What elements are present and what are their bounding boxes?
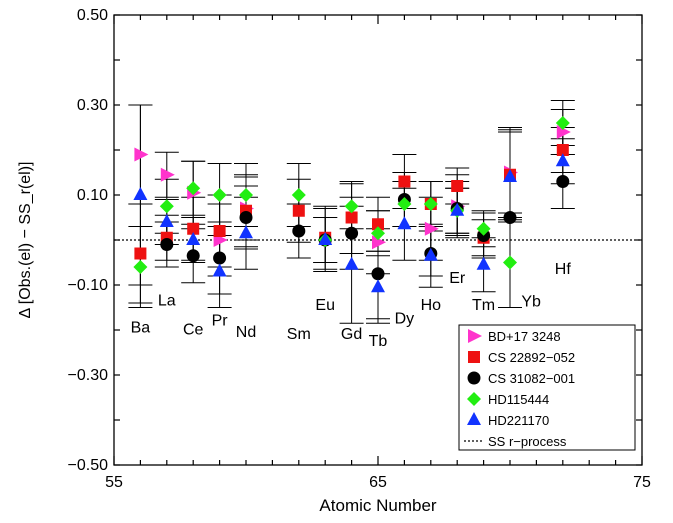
x-tick-label: 65 bbox=[369, 474, 387, 491]
data-point bbox=[344, 199, 359, 214]
legend-label: BD+17 3248 bbox=[488, 329, 561, 344]
data-point bbox=[503, 211, 517, 224]
data-point bbox=[133, 187, 148, 200]
data-point bbox=[371, 279, 385, 293]
element-label: Hf bbox=[555, 261, 572, 278]
data-point bbox=[239, 188, 253, 202]
x-tick-label: 55 bbox=[105, 474, 123, 491]
y-axis-label: Δ [Obs.(el) − SS_r(el)] bbox=[17, 162, 34, 319]
data-point bbox=[134, 147, 149, 162]
data-point bbox=[555, 153, 570, 167]
element-label: Tm bbox=[472, 297, 495, 314]
y-tick-label: 0.30 bbox=[77, 97, 108, 114]
data-point bbox=[187, 222, 200, 235]
legend-marker bbox=[467, 412, 481, 425]
data-point bbox=[556, 125, 571, 139]
element-label: La bbox=[158, 292, 176, 309]
data-point bbox=[345, 226, 359, 240]
legend-label: CS 31082−001 bbox=[488, 371, 575, 386]
data-point bbox=[213, 225, 226, 237]
legend-marker bbox=[468, 329, 482, 343]
data-point bbox=[556, 144, 569, 156]
element-label: Eu bbox=[315, 297, 335, 314]
y-tick-label: −0.50 bbox=[68, 457, 109, 474]
data-point bbox=[476, 256, 491, 270]
data-point bbox=[423, 247, 438, 261]
legend-label: SS r−process bbox=[488, 434, 567, 449]
data-point bbox=[213, 251, 227, 265]
data-point bbox=[372, 235, 386, 250]
legend-label: HD115444 bbox=[488, 392, 549, 407]
data-point bbox=[212, 188, 227, 202]
legend-label: HD221170 bbox=[488, 413, 549, 428]
legend-marker bbox=[467, 392, 481, 406]
data-point bbox=[159, 199, 174, 214]
data-point bbox=[133, 260, 148, 274]
y-tick-label: −0.10 bbox=[68, 277, 109, 294]
data-point bbox=[292, 224, 306, 238]
data-point bbox=[134, 247, 147, 260]
data-point bbox=[397, 216, 412, 230]
element-label: Ho bbox=[421, 297, 442, 314]
data-layer bbox=[128, 100, 575, 324]
data-point bbox=[160, 238, 174, 251]
data-point bbox=[451, 180, 464, 192]
element-label: Ce bbox=[183, 322, 204, 339]
data-point bbox=[186, 181, 201, 196]
data-point bbox=[371, 267, 385, 281]
data-point bbox=[371, 226, 385, 241]
y-tick-label: −0.30 bbox=[68, 367, 109, 384]
element-label: Yb bbox=[521, 294, 541, 311]
legend-marker bbox=[467, 371, 481, 385]
data-point bbox=[450, 202, 465, 216]
data-point bbox=[186, 232, 201, 245]
data-point bbox=[555, 116, 570, 130]
data-point bbox=[476, 221, 491, 236]
element-label: Nd bbox=[236, 324, 256, 341]
data-point bbox=[424, 221, 439, 236]
data-point bbox=[556, 175, 570, 188]
legend-box bbox=[458, 324, 636, 451]
element-label: Gd bbox=[341, 326, 362, 343]
data-point bbox=[239, 225, 253, 239]
data-point bbox=[345, 211, 358, 224]
data-point bbox=[159, 214, 174, 227]
element-label: Sm bbox=[287, 326, 311, 343]
data-point bbox=[398, 175, 411, 188]
legend: BD+17 3248 CS 22892−052 CS 31082−001 HD1154… bbox=[458, 324, 636, 451]
legend-label: CS 22892−052 bbox=[488, 350, 575, 365]
y-tick-label: 0.50 bbox=[77, 7, 108, 24]
data-point bbox=[212, 263, 227, 277]
data-point bbox=[186, 249, 200, 263]
data-point bbox=[291, 188, 306, 202]
data-point bbox=[397, 197, 412, 211]
element-label: Pr bbox=[212, 313, 229, 330]
data-point bbox=[423, 197, 438, 211]
data-point bbox=[318, 232, 333, 245]
y-tick-label: 0.10 bbox=[77, 187, 108, 204]
x-tick-label: 75 bbox=[633, 474, 651, 491]
data-point bbox=[239, 211, 253, 224]
data-point bbox=[503, 169, 517, 182]
element-label: Tb bbox=[369, 333, 388, 350]
legend-marker bbox=[468, 351, 480, 363]
data-point bbox=[372, 218, 384, 231]
element-label: Ba bbox=[131, 319, 151, 336]
element-label: Dy bbox=[395, 310, 415, 327]
data-point bbox=[292, 204, 305, 217]
data-point bbox=[503, 255, 517, 270]
data-point bbox=[160, 167, 175, 182]
element-label: Er bbox=[449, 270, 466, 287]
x-axis-label: Atomic Number bbox=[319, 496, 436, 515]
data-point bbox=[344, 256, 359, 270]
